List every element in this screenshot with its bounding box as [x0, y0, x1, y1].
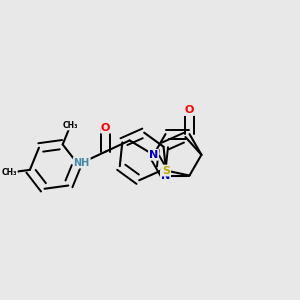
- Text: O: O: [185, 105, 194, 115]
- Text: CH₃: CH₃: [2, 168, 17, 177]
- Text: N: N: [149, 150, 158, 160]
- Text: O: O: [101, 123, 110, 133]
- Text: N: N: [161, 170, 170, 181]
- Text: NH: NH: [74, 158, 90, 168]
- Text: CH₃: CH₃: [63, 121, 78, 130]
- Text: S: S: [162, 166, 170, 176]
